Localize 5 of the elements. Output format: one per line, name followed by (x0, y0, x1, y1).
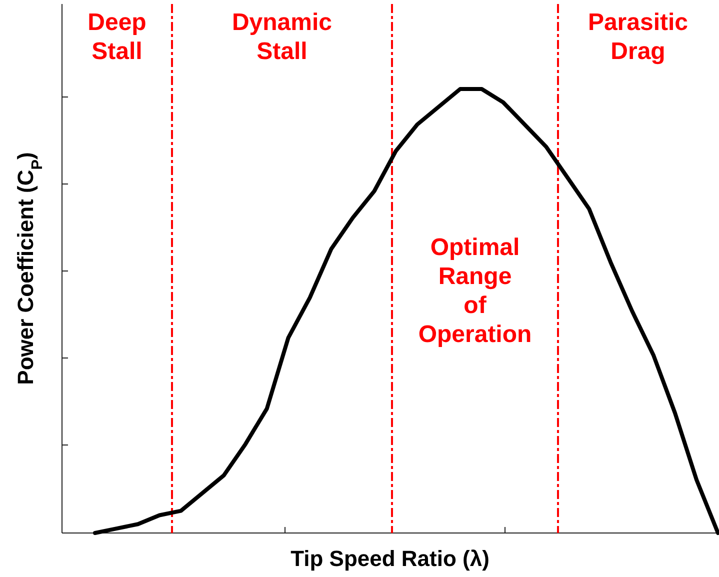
text: Dynamic Stall (232, 9, 332, 65)
text: Deep Stall (88, 9, 146, 65)
text: Parasitic Drag (588, 9, 688, 65)
x-axis-title: Tip Speed Ratio (λ) (290, 546, 490, 571)
annotation: Optimal Range of Operation (418, 234, 532, 348)
